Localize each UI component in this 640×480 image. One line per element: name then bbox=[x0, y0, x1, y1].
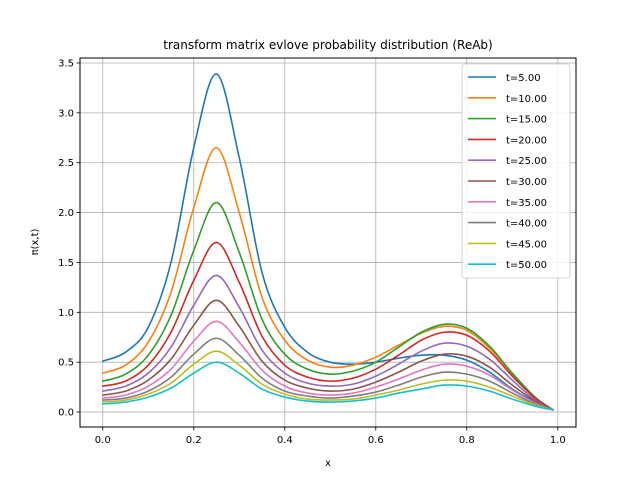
series-line-4 bbox=[101, 241, 555, 411]
y-axis-label: π(x,t) bbox=[30, 228, 41, 255]
legend-label: t=20.00 bbox=[506, 135, 547, 146]
x-tick-label: 0.2 bbox=[186, 435, 202, 446]
x-axis-ticks: 0.0 0.2 0.4 0.6 0.8 1.0 bbox=[95, 427, 566, 446]
y-tick-label: 2.0 bbox=[58, 208, 74, 219]
y-axis-ticks: 0.0 0.5 1.0 1.5 2.0 2.5 3.0 3.5 bbox=[58, 58, 80, 419]
series-line-9 bbox=[101, 350, 555, 411]
y-tick-label: 2.5 bbox=[58, 158, 74, 169]
x-axis-label: x bbox=[325, 458, 331, 469]
y-tick-label: 1.0 bbox=[58, 308, 74, 319]
legend-label: t=15.00 bbox=[506, 115, 547, 126]
series-line-6 bbox=[101, 299, 555, 411]
series-lines bbox=[101, 73, 555, 411]
y-tick-label: 1.5 bbox=[58, 258, 74, 269]
legend-label: t=25.00 bbox=[506, 156, 547, 167]
x-tick-label: 0.6 bbox=[368, 435, 384, 446]
series-line-8 bbox=[101, 337, 555, 411]
plot-frame bbox=[79, 57, 577, 428]
x-tick-label: 1.0 bbox=[550, 435, 566, 446]
chart-title: transform matrix evlove probability dist… bbox=[163, 38, 492, 52]
series-line-2 bbox=[101, 146, 555, 411]
legend-label: t=30.00 bbox=[506, 177, 547, 188]
series-line-7 bbox=[101, 320, 555, 411]
x-tick-label: 0.0 bbox=[95, 435, 111, 446]
legend-label: t=5.00 bbox=[506, 73, 541, 84]
legend-label: t=35.00 bbox=[506, 198, 547, 209]
y-tick-label: 3.5 bbox=[58, 58, 74, 69]
series-line-5 bbox=[101, 274, 555, 411]
series-line-10 bbox=[101, 361, 555, 411]
legend-label: t=50.00 bbox=[506, 260, 547, 271]
legend-box bbox=[461, 63, 571, 279]
x-tick-label: 0.8 bbox=[459, 435, 475, 446]
legend-label: t=10.00 bbox=[506, 94, 547, 105]
legend-label: t=40.00 bbox=[506, 219, 547, 230]
series-line-1 bbox=[101, 73, 555, 411]
y-tick-label: 3.0 bbox=[58, 108, 74, 119]
y-tick-label: 0.0 bbox=[58, 408, 74, 419]
x-tick-label: 0.4 bbox=[277, 435, 293, 446]
y-tick-label: 0.5 bbox=[58, 358, 74, 369]
legend: t=5.00 t=10.00 t=15.00 t=20.00 t=25.00 t=30.0… bbox=[461, 63, 571, 279]
series-line-3 bbox=[101, 201, 555, 411]
legend-label: t=45.00 bbox=[506, 239, 547, 250]
